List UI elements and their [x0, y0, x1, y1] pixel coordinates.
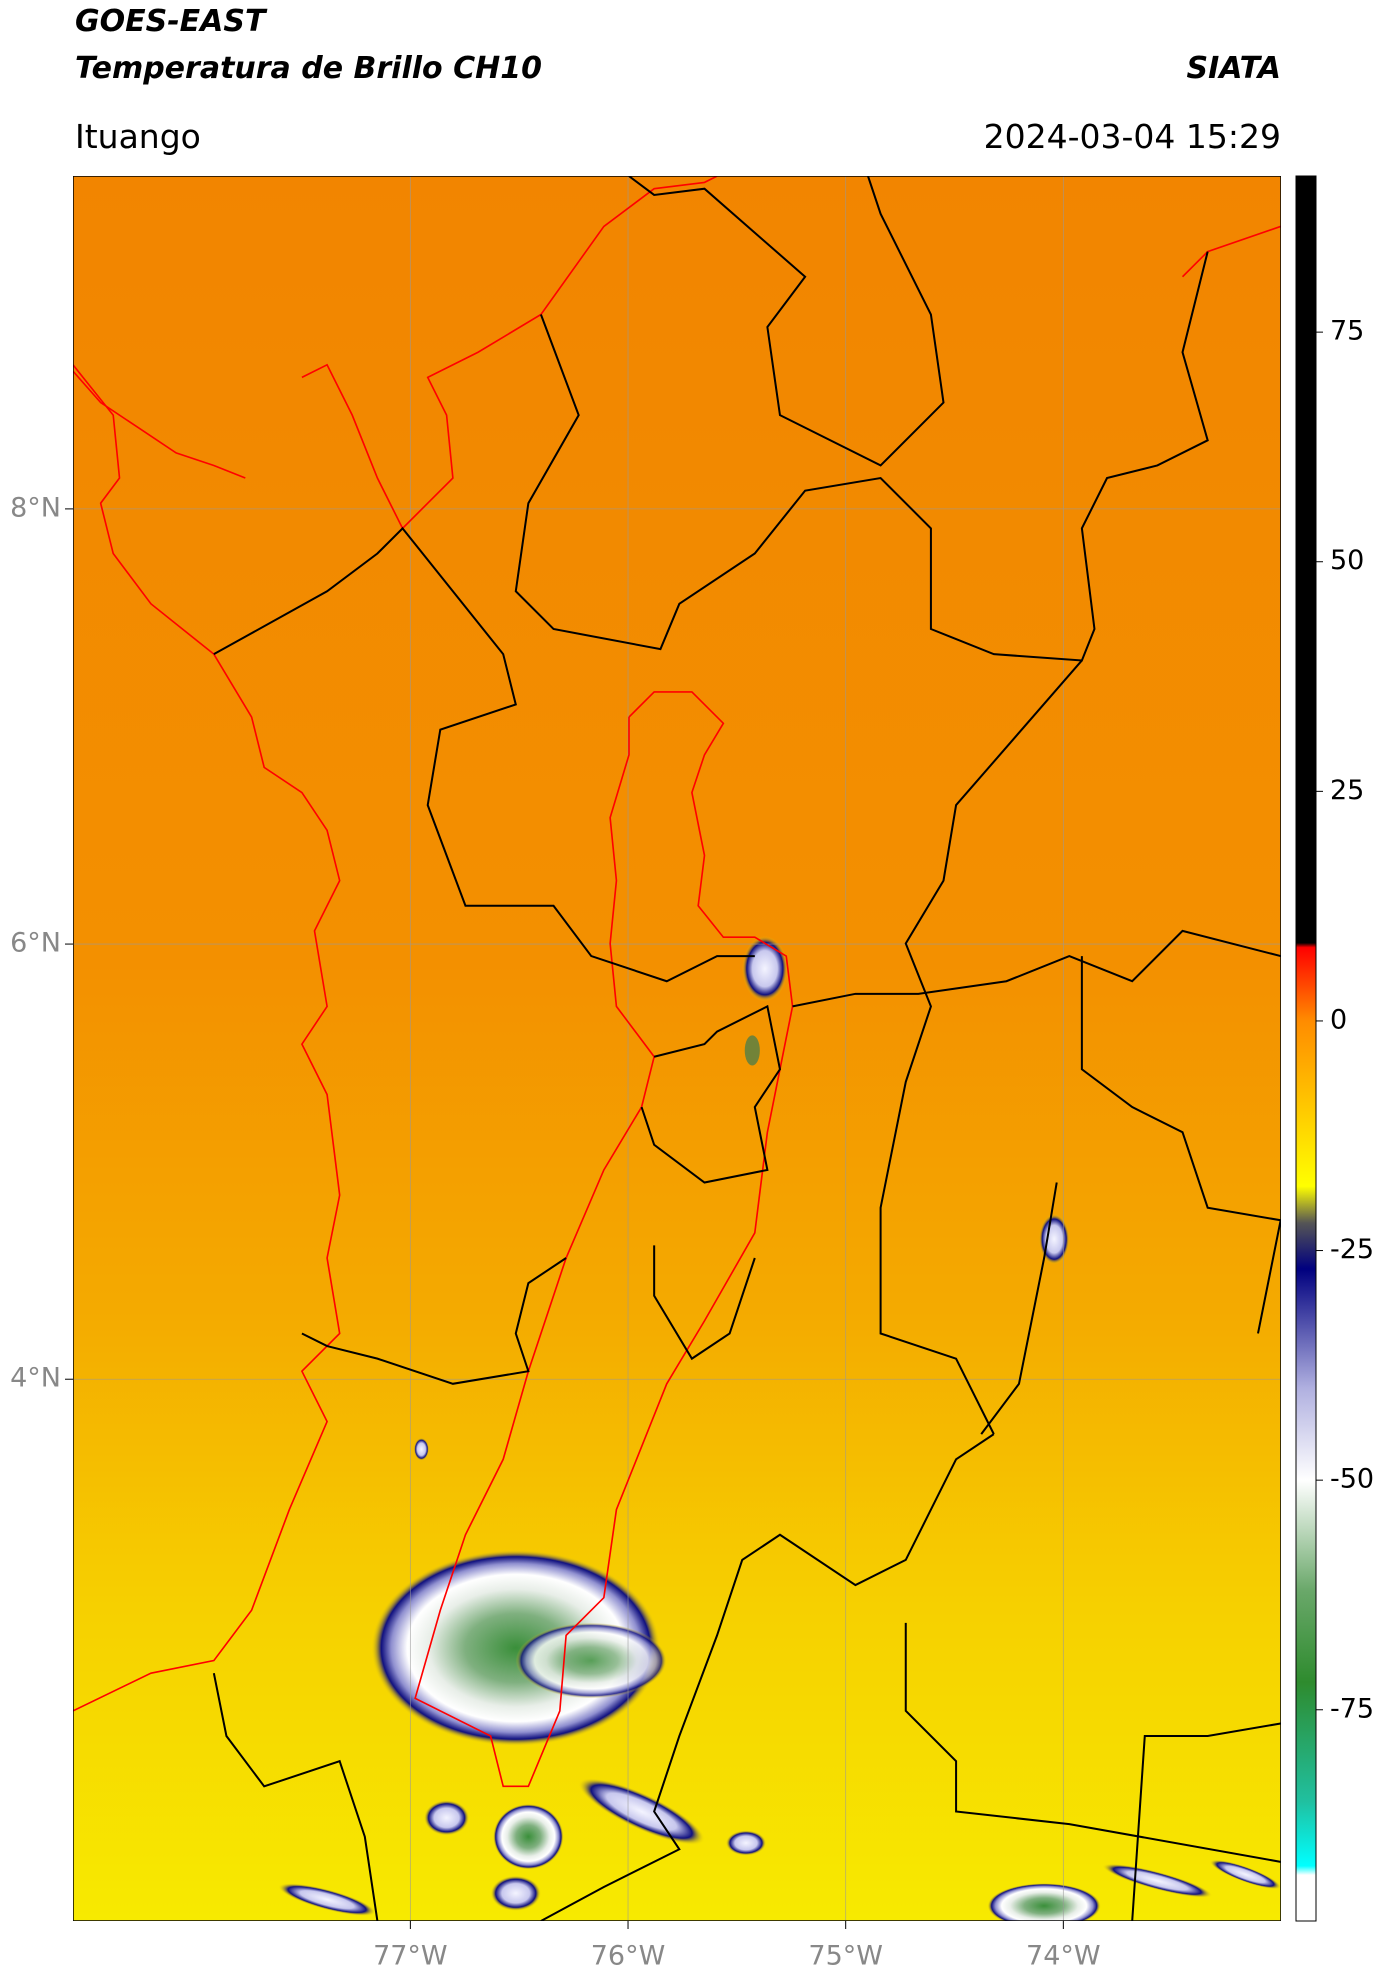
- lat-tick-label: 4°N: [10, 1363, 61, 1394]
- colorbar-tick-label: 0: [1330, 1004, 1347, 1035]
- lat-tick-label: 8°N: [10, 492, 61, 523]
- subtitle: Temperatura de Brillo CH10: [75, 51, 542, 86]
- region: Ituango: [75, 117, 201, 156]
- colorbar-tick-label: 75: [1330, 316, 1364, 347]
- datetime: 2024-03-04 15:29: [984, 117, 1281, 156]
- colorbar-tick-label: -75: [1330, 1693, 1374, 1724]
- lon-tick-label: 76°W: [591, 1941, 666, 1972]
- graticule: [73, 176, 1281, 1921]
- colorbar-tick-label: -50: [1330, 1464, 1374, 1495]
- lon-tick-label: 75°W: [808, 1941, 883, 1972]
- map-background: [73, 176, 1281, 1921]
- lat-tick-label: 6°N: [10, 928, 61, 959]
- borders: [73, 176, 1281, 1921]
- lon-tick-label: 74°W: [1026, 1941, 1101, 1972]
- colorbar-tick-label: 25: [1330, 775, 1364, 806]
- map-area: [73, 176, 1281, 1921]
- source: SIATA: [1187, 51, 1281, 86]
- colorbar-gradient: [1295, 175, 1317, 1922]
- colorbar-tick-label: -25: [1330, 1234, 1374, 1265]
- colorbar-tick-label: 50: [1330, 545, 1364, 576]
- lon-tick-label: 77°W: [373, 1941, 448, 1972]
- colorbar: 75 50 25 0 -25 -50 -75: [1295, 175, 1374, 1922]
- title: GOES-EAST: [75, 4, 268, 39]
